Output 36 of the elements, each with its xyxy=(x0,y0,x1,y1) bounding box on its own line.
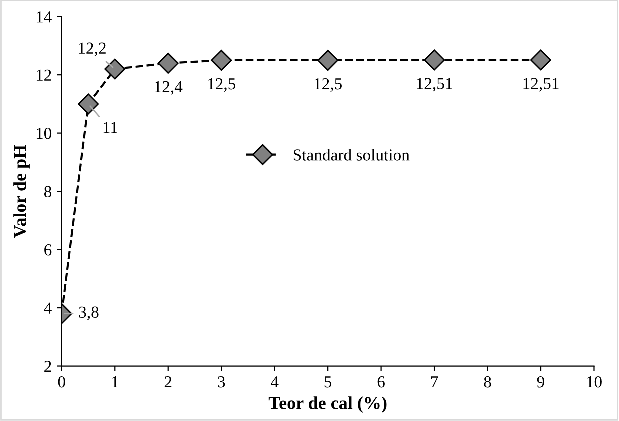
point xyxy=(318,50,339,72)
x-tick-label: 6 xyxy=(378,376,385,388)
data-label: 12,2 xyxy=(79,42,106,56)
x-tick-label: 8 xyxy=(484,376,492,388)
y-tick-label: 6 xyxy=(44,244,52,256)
y-tick-label: 8 xyxy=(44,186,52,198)
y-axis-title: Valor de pH xyxy=(14,145,30,238)
data-label: 12,51 xyxy=(417,78,452,92)
x-tick-label: 10 xyxy=(587,376,602,388)
data-label: 12,5 xyxy=(314,78,342,92)
y-tick-label: 12 xyxy=(36,70,52,81)
y-tick-label: 2 xyxy=(44,361,52,372)
point xyxy=(424,50,446,71)
point xyxy=(530,50,552,71)
x-tick-label: 2 xyxy=(164,376,172,388)
x-tick-label: 1 xyxy=(112,376,118,388)
x-tick-label: 0 xyxy=(58,376,66,388)
x-tick-label: 4 xyxy=(270,376,279,388)
x-tick-label: 9 xyxy=(537,376,544,388)
data-label: 12,5 xyxy=(208,78,236,92)
x-tick-label: 5 xyxy=(324,376,332,388)
data-label: 12,51 xyxy=(524,78,559,92)
y-tick-label: 4 xyxy=(44,302,52,314)
point xyxy=(78,94,100,115)
point xyxy=(104,58,126,80)
data-label: 11 xyxy=(104,122,118,134)
data-label: 3,8 xyxy=(79,306,99,320)
x-axis-title: Teor de cal (%) xyxy=(268,396,387,414)
x-tick-label: 3 xyxy=(218,376,226,388)
x-tick-label: 7 xyxy=(431,376,438,388)
y-tick-label: 10 xyxy=(36,128,52,140)
y-tick-label: 14 xyxy=(36,12,52,23)
point xyxy=(211,50,232,72)
data-label: 12,4 xyxy=(155,81,183,95)
legend-label: Standard solution xyxy=(294,149,410,161)
point xyxy=(158,52,179,74)
